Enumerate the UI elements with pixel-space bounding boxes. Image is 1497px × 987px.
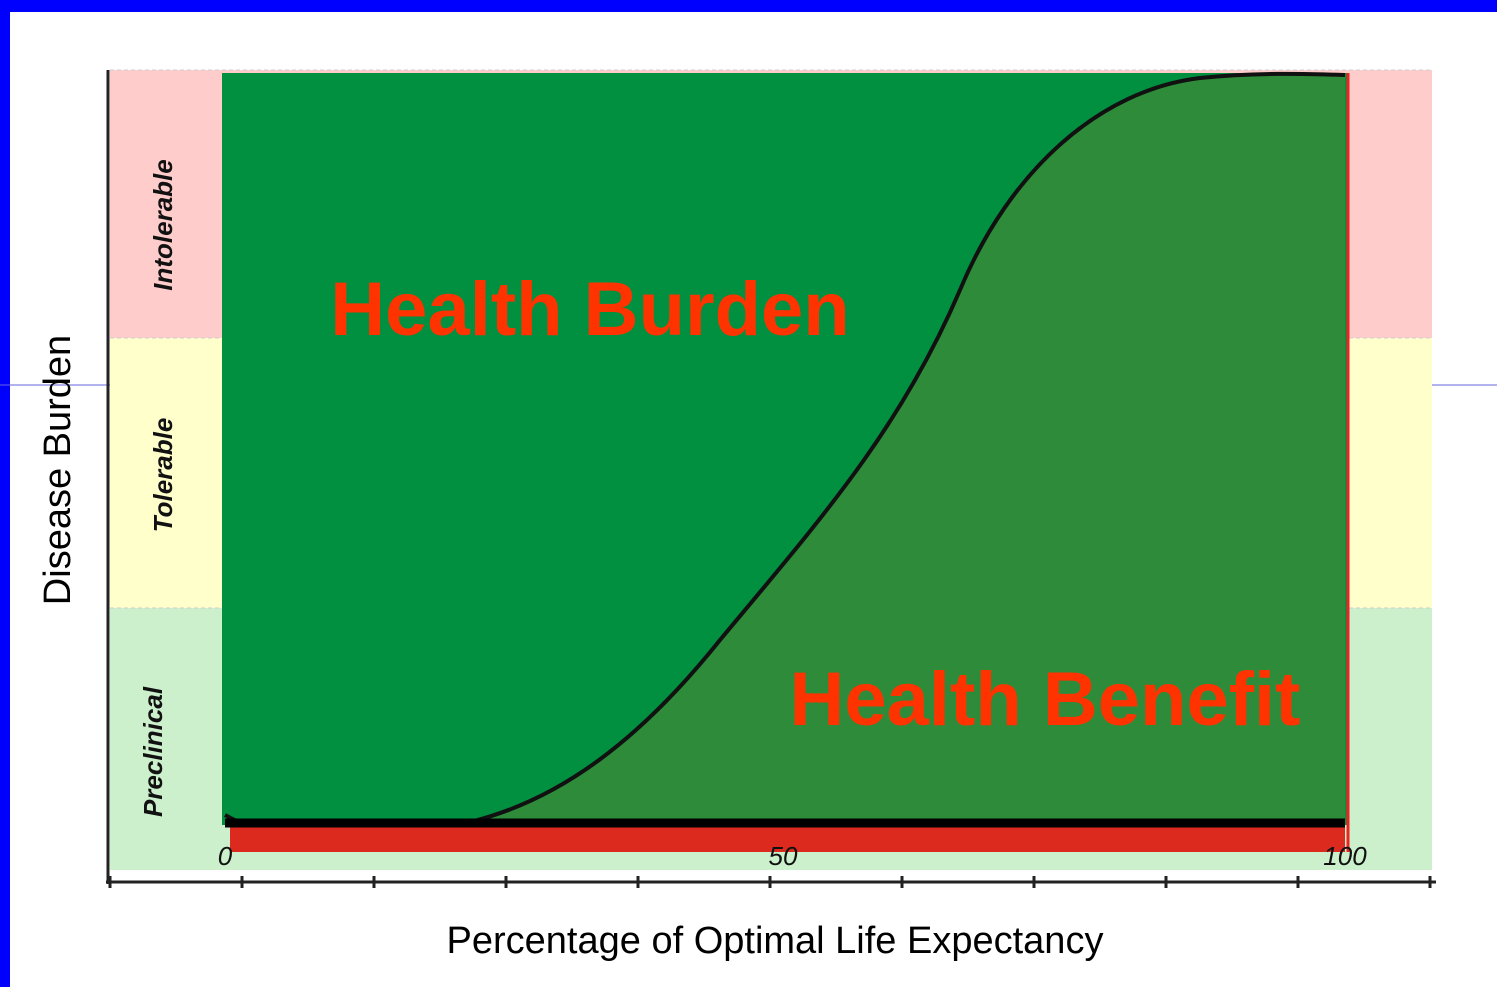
x-axis-label: Percentage of Optimal Life Expectancy — [447, 920, 1104, 962]
band-label: Tolerable — [148, 418, 178, 533]
x-tick-label: 50 — [769, 841, 798, 871]
y-axis-label: Disease Burden — [37, 335, 79, 605]
region-label: Health Benefit — [790, 657, 1301, 742]
region-label: Health Burden — [330, 267, 849, 352]
band-label: Preclinical — [138, 686, 168, 817]
red-bar — [230, 826, 1345, 852]
top-border — [0, 0, 1497, 12]
x-tick-label: 100 — [1323, 841, 1367, 871]
x-ticks — [108, 876, 1432, 888]
x-tick-label: 0 — [218, 841, 233, 871]
left-border — [0, 0, 10, 987]
band-label: Intolerable — [148, 159, 178, 290]
benefit-area — [225, 73, 1345, 836]
